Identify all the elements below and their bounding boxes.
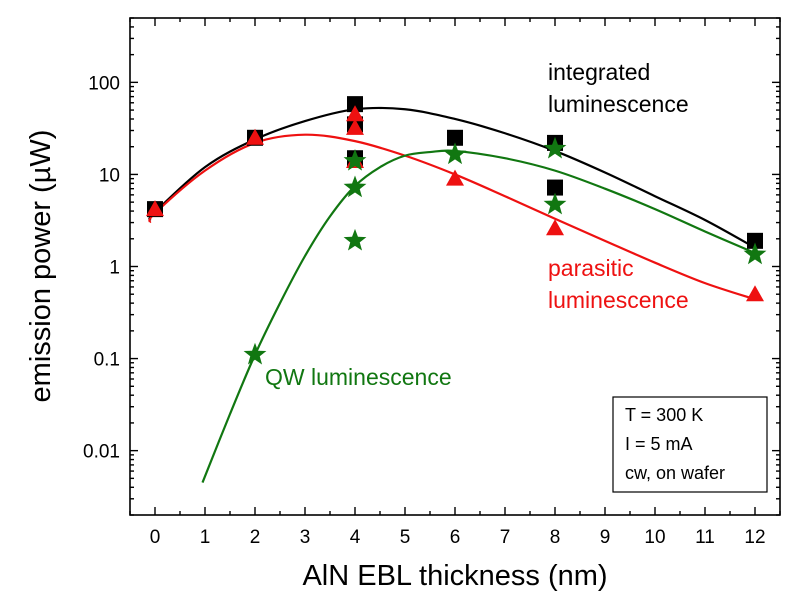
qw-data-point: [343, 175, 367, 198]
qw-data-point: [343, 148, 367, 171]
integrated-fit-curve: [148, 106, 756, 249]
info-box-frame: [612, 396, 768, 493]
qw-data-point: [543, 192, 567, 215]
parasitic-data-point: [346, 118, 364, 135]
y-axis-title: emission power (µW): [25, 130, 57, 403]
parasitic-data-point: [246, 128, 264, 145]
plot-frame: [129, 17, 781, 516]
x-tick-label: 4: [350, 527, 361, 548]
y-tick-label: 0.01: [83, 442, 120, 463]
info-box: T = 300 K I = 5 mA cw, on wafer: [612, 396, 768, 493]
info-mode: cw, on wafer: [625, 463, 725, 483]
parasitic-label-line1: parasitic: [548, 255, 634, 281]
integrated-data-point: [547, 179, 563, 196]
x-tick-label: 12: [744, 527, 765, 548]
qw-fit-curve: [201, 149, 756, 483]
x-tick-label: 0: [150, 527, 161, 548]
qw-data-point: [243, 342, 267, 365]
x-tick-label: 6: [450, 527, 461, 548]
x-tick-label: 7: [500, 527, 511, 548]
integrated-label-line1: integrated: [548, 59, 650, 85]
y-tick-label: 10: [99, 165, 120, 186]
integrated-data-point: [747, 232, 763, 249]
info-current: I = 5 mA: [625, 434, 693, 454]
y-tick-label: 100: [88, 73, 120, 94]
x-axis-title: AlN EBL thickness (nm): [302, 560, 607, 592]
qw-data-point: [343, 228, 367, 251]
integrated-label-line2: luminescence: [548, 91, 689, 117]
y-tick-label: 1: [109, 258, 120, 279]
x-tick-label: 2: [250, 527, 261, 548]
y-tick-label: 0.1: [94, 350, 120, 371]
qw-data-point: [743, 242, 767, 265]
x-tick-label: 10: [644, 527, 665, 548]
x-tick-label: 3: [300, 527, 311, 548]
parasitic-data-point: [146, 200, 164, 217]
parasitic-data-point: [346, 105, 364, 122]
qw-label: QW luminescence: [265, 364, 452, 390]
x-tick-label: 1: [200, 527, 211, 548]
qw-data-point: [443, 142, 467, 165]
parasitic-data-point: [446, 169, 464, 186]
integrated-data-point: [447, 129, 463, 146]
parasitic-data-point: [546, 219, 564, 236]
data-markers: [146, 96, 767, 365]
x-tick-label: 9: [600, 527, 611, 548]
x-tick-label: 8: [550, 527, 561, 548]
parasitic-data-point: [746, 285, 764, 302]
parasitic-fit-curve: [148, 133, 756, 301]
info-temperature: T = 300 K: [625, 405, 703, 425]
qw-data-point: [543, 136, 567, 159]
fit-curves: [148, 106, 756, 483]
parasitic-label-line2: luminescence: [548, 287, 689, 313]
x-tick-label: 5: [400, 527, 411, 548]
integrated-data-point: [347, 96, 363, 113]
x-tick-label: 11: [695, 527, 715, 548]
